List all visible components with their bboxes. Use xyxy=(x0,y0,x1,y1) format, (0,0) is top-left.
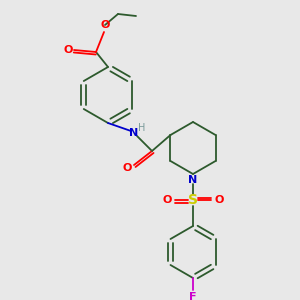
Text: N: N xyxy=(188,175,198,185)
Text: O: O xyxy=(214,195,224,205)
Text: H: H xyxy=(138,123,146,133)
Text: N: N xyxy=(129,128,139,138)
Text: O: O xyxy=(162,195,172,205)
Text: O: O xyxy=(63,45,73,55)
Text: S: S xyxy=(188,193,198,207)
Text: O: O xyxy=(122,163,132,173)
Text: O: O xyxy=(100,20,110,30)
Text: F: F xyxy=(189,292,197,300)
